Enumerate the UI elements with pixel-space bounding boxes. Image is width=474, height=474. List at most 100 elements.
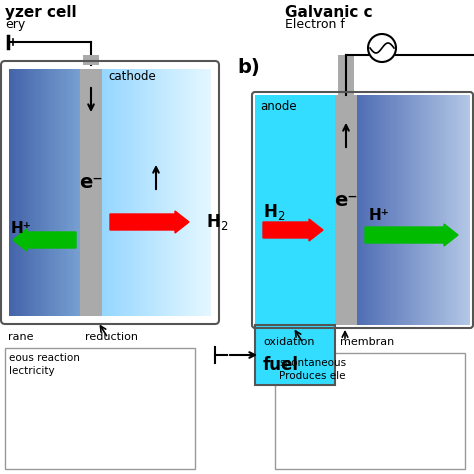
Bar [124, 69, 126, 316]
Bar [255, 95, 335, 325]
Bar [209, 69, 211, 316]
Bar [370, 95, 373, 325]
Bar [408, 95, 410, 325]
Bar [468, 95, 471, 325]
Bar [11, 69, 13, 316]
Bar [372, 95, 374, 325]
Text: rane: rane [8, 332, 34, 342]
Text: Electron f: Electron f [285, 18, 345, 31]
Bar [463, 95, 465, 325]
Text: Galvanic c: Galvanic c [285, 5, 373, 20]
Bar [200, 69, 202, 316]
Bar [423, 95, 425, 325]
Bar [48, 69, 50, 316]
Bar [10, 69, 12, 316]
Bar [67, 69, 69, 316]
Bar [451, 95, 454, 325]
FancyBboxPatch shape [275, 353, 465, 469]
Bar [149, 69, 152, 316]
FancyArrow shape [110, 211, 189, 233]
Bar [402, 95, 405, 325]
Bar [335, 95, 357, 325]
Bar [61, 69, 63, 316]
Bar [64, 69, 65, 316]
Bar [69, 69, 71, 316]
Bar [68, 69, 70, 316]
Bar [79, 69, 81, 316]
Bar [255, 325, 335, 385]
Bar [73, 69, 74, 316]
Text: oxidation: oxidation [263, 337, 315, 347]
Bar [41, 69, 43, 316]
Bar [16, 69, 18, 316]
Bar [72, 69, 73, 316]
Bar [46, 69, 47, 316]
Bar [28, 69, 29, 316]
FancyArrow shape [365, 224, 458, 246]
Bar [357, 95, 359, 325]
Bar [406, 95, 408, 325]
Bar [109, 69, 111, 316]
Bar [26, 69, 27, 316]
Bar [359, 95, 361, 325]
Bar [27, 69, 28, 316]
Bar [202, 69, 204, 316]
Bar [428, 95, 431, 325]
Bar [404, 95, 407, 325]
Bar [52, 69, 53, 316]
Bar [447, 95, 450, 325]
FancyArrow shape [263, 219, 323, 241]
Bar [64, 69, 66, 316]
Bar [189, 69, 191, 316]
Bar [113, 69, 115, 316]
Bar [57, 69, 59, 316]
Bar [106, 69, 108, 316]
Bar [78, 69, 79, 316]
Bar [378, 95, 380, 325]
Bar [76, 69, 78, 316]
Bar [399, 95, 401, 325]
Text: anode: anode [260, 100, 297, 113]
Bar [204, 69, 206, 316]
Bar [184, 69, 186, 316]
Bar [50, 69, 52, 316]
Bar [29, 69, 31, 316]
Bar [419, 95, 421, 325]
Bar [421, 95, 423, 325]
Text: H⁺: H⁺ [369, 208, 390, 222]
Bar [36, 69, 38, 316]
Bar [22, 69, 24, 316]
Bar [385, 95, 388, 325]
Bar [111, 69, 113, 316]
Bar [40, 69, 41, 316]
Bar [156, 69, 159, 316]
Bar [173, 69, 175, 316]
Bar [71, 69, 72, 316]
Text: H$_2$: H$_2$ [206, 212, 228, 232]
Bar [453, 95, 456, 325]
Text: cathode: cathode [108, 70, 156, 83]
Bar [206, 69, 208, 316]
Bar [147, 69, 150, 316]
Bar [59, 69, 60, 316]
Bar [117, 69, 119, 316]
Bar [427, 95, 429, 325]
Bar [425, 95, 427, 325]
Bar [393, 95, 395, 325]
Text: spontaneous: spontaneous [279, 358, 346, 368]
Bar [449, 95, 452, 325]
Text: fuel: fuel [263, 356, 299, 374]
Text: eous reaction: eous reaction [9, 353, 80, 363]
Bar [191, 69, 193, 316]
Bar [417, 95, 419, 325]
Bar [30, 69, 32, 316]
Bar [60, 69, 62, 316]
Bar [54, 69, 55, 316]
Bar [122, 69, 124, 316]
Bar [442, 95, 444, 325]
Bar [457, 95, 459, 325]
Bar [461, 95, 463, 325]
Text: b): b) [237, 58, 260, 77]
Bar [338, 55, 354, 95]
Bar [466, 95, 469, 325]
